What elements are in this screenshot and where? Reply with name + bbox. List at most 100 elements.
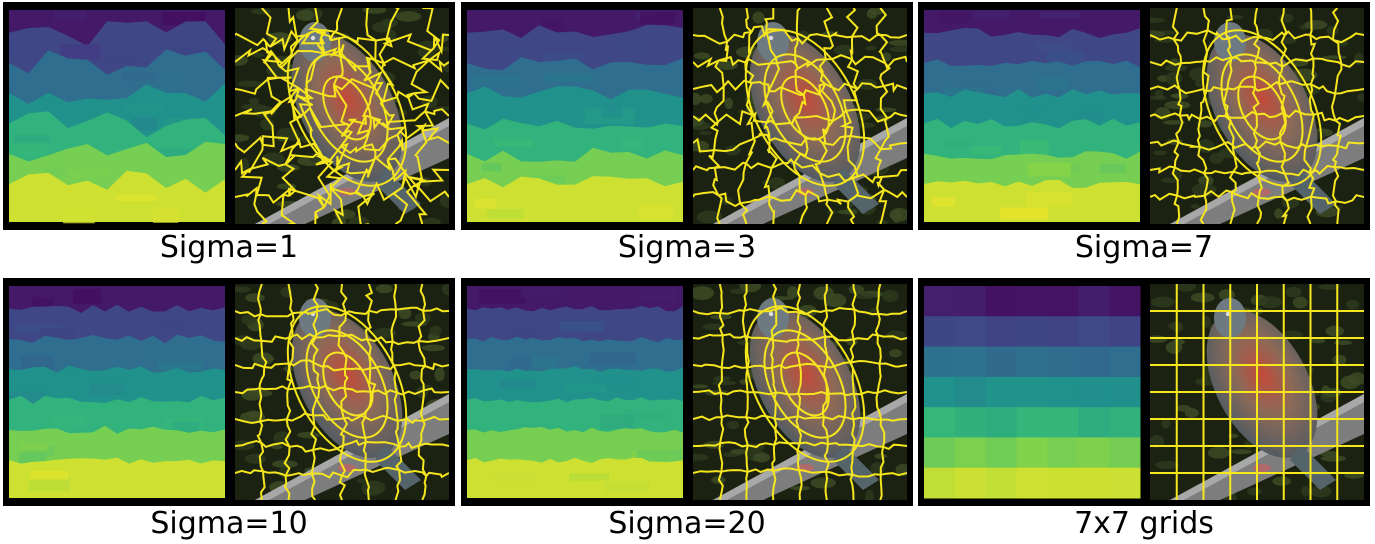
- boundary-segment: [343, 439, 367, 447]
- boundary-segment: [348, 115, 367, 127]
- boundary-segment: [716, 194, 723, 224]
- boundary-segment: [384, 8, 400, 43]
- bird-body: [1206, 310, 1318, 458]
- boundary-segment: [718, 284, 724, 314]
- superpixel-boundaries: [1150, 284, 1364, 500]
- depth-patch: [600, 414, 634, 429]
- boundary-segment: [418, 442, 449, 447]
- depth-patch: [72, 288, 102, 305]
- boundary-segment: [259, 471, 266, 500]
- boundary-segment: [366, 155, 392, 178]
- boundary-segment: [368, 308, 397, 314]
- grid-cell: [954, 376, 987, 408]
- leaf: [1168, 322, 1182, 330]
- boundary-segment: [1303, 146, 1313, 173]
- boundary-segment: [278, 65, 301, 93]
- bird-contour: [763, 329, 847, 439]
- depth-patch: [543, 137, 587, 145]
- boundary-segment: [1231, 56, 1256, 64]
- bird-tail: [833, 444, 879, 490]
- boundary-segment: [1305, 114, 1315, 148]
- leaf: [810, 477, 836, 489]
- boundary-segment: [850, 445, 855, 475]
- boundary-segment: [386, 159, 408, 188]
- grid-cell: [1016, 376, 1048, 408]
- caption-sigma-1: Sigma=1: [159, 230, 299, 265]
- depth-patch: [636, 450, 682, 462]
- boundary-segment: [713, 86, 725, 123]
- boundary-segment: [1228, 171, 1237, 194]
- boundary-segment: [763, 167, 773, 197]
- boundary-segment: [1260, 169, 1286, 175]
- boundary-segment: [1150, 192, 1178, 201]
- leaf: [769, 177, 786, 190]
- boundary-segment: [747, 468, 774, 474]
- leaf: [753, 452, 771, 463]
- leaf: [348, 216, 370, 224]
- boundary-segment: [714, 60, 725, 87]
- boundary-segment: [851, 393, 857, 420]
- grid-cell: [1047, 437, 1079, 469]
- boundary-segment: [880, 142, 907, 151]
- grid-cell: [985, 316, 1018, 348]
- boundary-segment: [364, 310, 372, 340]
- boundary-segment: [397, 417, 424, 425]
- boundary-segment: [793, 138, 809, 164]
- grid-cell: [1109, 346, 1141, 378]
- boundary-segment: [797, 58, 826, 70]
- boundary-segment: [1204, 189, 1233, 199]
- boundary-segment: [390, 309, 398, 342]
- boundary-segment: [846, 59, 860, 90]
- bird-contour: [744, 29, 866, 187]
- boundary-segment: [280, 193, 297, 224]
- superpixel-boundaries: [693, 8, 907, 224]
- boundary-segment: [853, 333, 878, 341]
- leaf: [888, 39, 907, 46]
- boundary-segment: [822, 310, 829, 337]
- depth-patch: [478, 289, 526, 304]
- leaf: [1155, 460, 1180, 470]
- boundary-segment: [693, 470, 722, 474]
- boundary-segment: [771, 157, 795, 169]
- leaf: [1280, 37, 1297, 45]
- boundary-segment: [235, 362, 265, 370]
- boundary-segment: [253, 194, 268, 224]
- boundary-segment: [771, 364, 800, 370]
- boundary-segment: [847, 188, 885, 203]
- grid-cell: [1109, 437, 1141, 469]
- boundary-segment: [1256, 171, 1263, 199]
- boundary-segment: [879, 62, 891, 87]
- boundary-segment: [1286, 195, 1312, 202]
- boundary-segment: [345, 367, 371, 371]
- boundary-segment: [765, 30, 778, 64]
- boundary-segment: [1150, 59, 1182, 67]
- leaf: [421, 344, 445, 352]
- boundary-segment: [846, 135, 859, 177]
- bird-contour: [305, 329, 389, 439]
- depth-patch: [532, 356, 558, 368]
- boundary-segment: [235, 310, 261, 318]
- boundary-segment: [743, 284, 748, 312]
- boundary-segment: [258, 388, 263, 422]
- boundary-segment: [798, 469, 826, 474]
- bird-contour: [763, 53, 847, 163]
- boundary-segment: [720, 335, 725, 368]
- leaf: [693, 454, 709, 461]
- depth-patch: [493, 138, 533, 147]
- leaf: [730, 448, 748, 455]
- boundary-segment: [235, 158, 251, 175]
- panel-graphic: [924, 284, 1364, 500]
- boundary-segment: [1207, 29, 1229, 41]
- boundary-segment: [312, 361, 346, 372]
- caption-sigma-7: Sigma=7: [1074, 230, 1214, 265]
- leaf: [1346, 299, 1360, 310]
- depth-patch: [1099, 163, 1126, 174]
- boundary-segment: [739, 202, 749, 224]
- boundary-segment: [797, 390, 828, 396]
- boundary-segment: [714, 137, 754, 153]
- boundary-segment: [364, 414, 399, 422]
- boundary-segment: [329, 8, 343, 41]
- panel-graphic: [9, 284, 449, 500]
- boundary-segment: [1337, 141, 1364, 150]
- boundary-segment: [1331, 166, 1340, 202]
